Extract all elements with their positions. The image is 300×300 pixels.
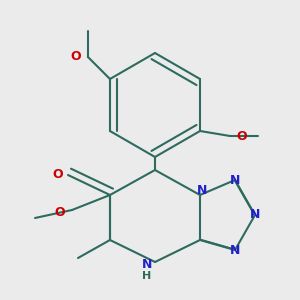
Text: N: N [230,173,240,187]
Text: O: O [53,169,63,182]
Text: N: N [142,257,152,271]
Text: N: N [250,208,260,221]
Text: H: H [142,271,152,281]
Text: O: O [71,50,81,64]
Text: O: O [237,130,247,142]
Text: N: N [197,184,207,196]
Text: O: O [55,206,65,218]
Text: N: N [230,244,240,256]
